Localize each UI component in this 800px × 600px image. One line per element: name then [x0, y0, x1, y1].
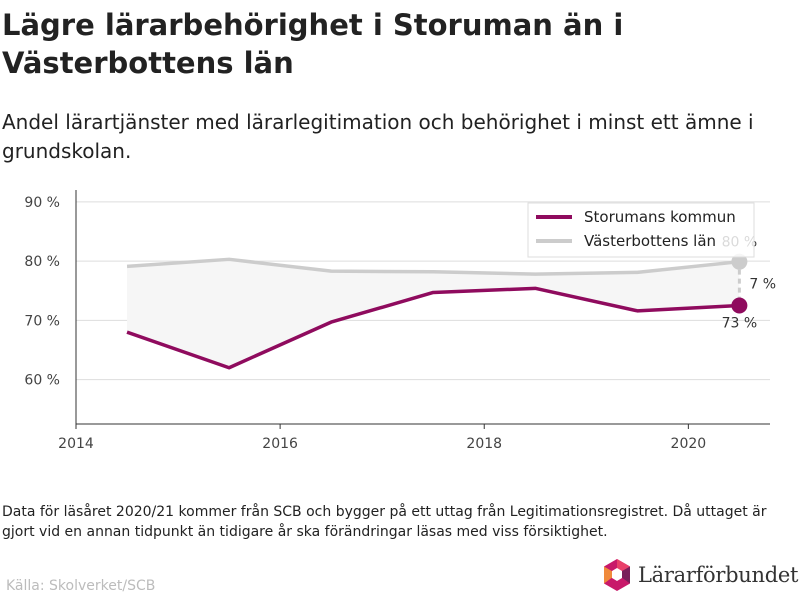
- gap-area: [127, 259, 740, 368]
- hexagon-logo-icon: [604, 559, 630, 591]
- y-tick-label: 80 %: [24, 254, 60, 270]
- legend-label: Västerbottens län: [584, 232, 716, 250]
- chart-subtitle: Andel lärartjänster med lärarlegitimatio…: [2, 110, 754, 163]
- y-tick-label: 70 %: [24, 313, 60, 329]
- legend-label: Storumans kommun: [584, 208, 736, 226]
- axes: 60 % 70 % 80 % 90 % 2014 2016 2018 2020: [24, 190, 770, 452]
- series-line: [126, 286, 740, 370]
- footnote: Data för läsåret 2020/21 kommer från SCB…: [2, 504, 767, 540]
- source-label: Källa: Skolverket/SCB: [6, 578, 156, 594]
- difference-label: 7 %: [749, 277, 776, 293]
- page-title: Lägre lärarbehörighet i Storuman än i Vä…: [2, 8, 624, 80]
- logo-text: Lärarförbundet: [638, 563, 799, 587]
- x-tick-label: 2016: [262, 436, 298, 452]
- end-point-marker: [731, 297, 748, 314]
- line-chart: 60 % 70 % 80 % 90 % 2014 2016 2018 2020 80 % 73 …: [24, 190, 776, 452]
- end-point-marker: [731, 253, 748, 270]
- x-tick-label: 2020: [671, 436, 707, 452]
- legend-box: [527, 202, 755, 258]
- x-tick-label: 2014: [58, 436, 94, 452]
- y-tick-label: 60 %: [24, 373, 60, 389]
- y-tick-label: 90 %: [24, 195, 60, 211]
- legend: Storumans kommun Västerbottens län: [527, 202, 755, 258]
- series-line: [126, 257, 740, 276]
- x-tick-label: 2018: [466, 436, 502, 452]
- value-label: 73 %: [722, 316, 758, 332]
- series-lines: [126, 257, 740, 370]
- organization-logo: Lärarförbundet: [602, 558, 798, 592]
